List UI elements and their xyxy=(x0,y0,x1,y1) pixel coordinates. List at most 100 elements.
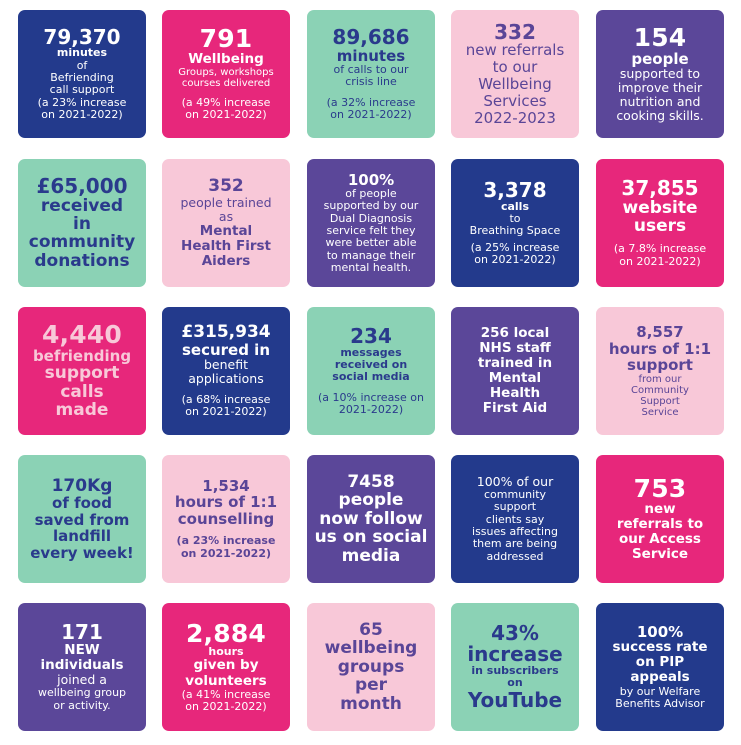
tile-text: given by xyxy=(193,657,259,674)
tile-text: addressed xyxy=(486,549,544,563)
stat-tile: £315,934 secured in benefit applications (a … xyxy=(162,307,290,435)
tile-text: on xyxy=(507,676,523,690)
tile-text: media xyxy=(341,545,401,566)
tile-text: call support xyxy=(49,83,115,97)
tile-headline: 7458 xyxy=(347,472,395,493)
tile-text: cooking skills. xyxy=(616,108,704,123)
tile-text: to xyxy=(509,211,521,225)
stat-tile: 79,370 minutes of Befriending call support (a… xyxy=(18,10,146,138)
tile-headline: 753 xyxy=(633,474,687,504)
tile-text: community xyxy=(483,488,547,502)
tile-headline: 89,686 xyxy=(332,24,410,49)
stat-tile: 170Kg of food saved from landfill every week… xyxy=(18,455,146,583)
tile-text: on 2021-2022) xyxy=(180,546,272,560)
stat-tile: 256 local NHS staff trained in Mental Health… xyxy=(451,307,579,435)
tile-text: clients say xyxy=(485,512,545,526)
stat-tile: 4,440 befriending support calls made xyxy=(18,307,146,435)
tile-text: every week! xyxy=(30,543,134,562)
stat-tile: 791 Wellbeing Groups, workshops courses del… xyxy=(162,10,290,138)
tile-text: minutes xyxy=(336,46,406,65)
tile-text: or activity. xyxy=(53,698,111,712)
tile-text: wellbeing xyxy=(324,638,418,659)
tile-text: them are being xyxy=(472,537,558,551)
tile-text: us on social xyxy=(314,527,428,548)
stat-tile: 1,534 hours of 1:1 counselling (a 23% incre… xyxy=(162,455,290,583)
tile-headline: 4,440 xyxy=(41,320,123,350)
tile-text: (a 68% increase xyxy=(181,393,271,407)
tile-text: were better able xyxy=(325,236,417,250)
tile-text: Community xyxy=(631,384,689,396)
tile-text: service felt they xyxy=(326,224,416,238)
stat-tile: 89,686 minutes of calls to our crisis line (… xyxy=(307,10,435,138)
tile-text: now follow xyxy=(319,508,423,529)
stat-tile: £65,000 received in community donations xyxy=(18,159,146,287)
tile-text: courses delivered xyxy=(181,77,271,89)
tile-headline: 171 xyxy=(61,620,103,645)
tile-text: First Aid xyxy=(482,400,548,417)
tile-headline: 3,378 xyxy=(483,177,547,202)
tile-text: to manage their xyxy=(326,248,416,262)
tile-text: on 2021-2022) xyxy=(185,700,267,714)
tile-text: crisis line xyxy=(345,75,397,89)
tile-text: support xyxy=(44,363,120,384)
stat-tile: 8,557 hours of 1:1 support from our Communit… xyxy=(596,307,724,435)
tile-text: saved from xyxy=(34,510,130,529)
tile-text: received xyxy=(40,195,124,216)
stat-tile: 7458 people now follow us on social media xyxy=(307,455,435,583)
tile-text: Health xyxy=(489,385,541,402)
tile-text: of calls to our xyxy=(333,63,409,77)
stat-tile: 100% of people supported by our Dual Diagno… xyxy=(307,159,435,287)
stat-tile: 2,884 hours given by volunteers (a 41% incre… xyxy=(162,603,290,731)
tile-text: Dual Diagnosis xyxy=(329,211,413,225)
stat-tile: 234 messages received on social media (a 10%… xyxy=(307,307,435,435)
tile-text: people xyxy=(338,490,404,511)
tile-text: increase xyxy=(467,642,563,667)
tile-text: to our xyxy=(492,58,538,77)
tile-text: per xyxy=(354,675,388,696)
tile-headline: 79,370 xyxy=(43,24,121,49)
tile-text: wellbeing group xyxy=(37,686,127,700)
tile-headline: 2,884 xyxy=(185,618,267,648)
tile-text: YouTube xyxy=(467,687,563,712)
tile-text: befriending xyxy=(32,346,132,365)
tile-text: support xyxy=(493,500,537,514)
stat-tile: 65 wellbeing groups per month xyxy=(307,603,435,731)
tile-text: Services xyxy=(483,91,547,110)
tile-text: hours xyxy=(208,645,244,659)
stat-tile: 100% of our community support clients say is… xyxy=(451,455,579,583)
tile-headline: £315,934 xyxy=(181,322,271,343)
tile-text: of food xyxy=(52,494,112,513)
tile-headline: 37,855 xyxy=(621,175,699,200)
tile-text: received on xyxy=(334,357,408,371)
tile-text: Breathing Space xyxy=(469,224,561,238)
tile-text: support xyxy=(627,356,693,375)
tile-text: as xyxy=(218,208,234,224)
tile-text: (a 10% increase on xyxy=(317,390,425,404)
tile-headline: 170Kg xyxy=(51,475,113,496)
tile-text: supported to xyxy=(619,66,701,81)
tile-text: (a 7.8% increase xyxy=(613,242,707,256)
tile-headline: 352 xyxy=(208,176,244,197)
tile-text: hours of 1:1 xyxy=(608,339,712,358)
tile-text: on 2021-2022) xyxy=(41,108,123,122)
tile-text: new referrals xyxy=(465,41,565,60)
tile-text: calls xyxy=(60,381,104,402)
tile-text: (a 49% increase xyxy=(181,95,271,109)
stat-tile: 43% increase in subscribers on YouTube xyxy=(451,603,579,731)
tile-headline: 8,557 xyxy=(636,323,684,342)
tile-text: applications xyxy=(188,371,264,387)
tile-headline: 234 xyxy=(350,323,392,348)
stat-tile: 171 NEW individuals joined a wellbeing group… xyxy=(18,603,146,731)
tile-text: NHS staff xyxy=(479,339,551,356)
tile-text: people xyxy=(631,49,689,68)
tile-text: mental health. xyxy=(330,261,412,275)
tile-headline: £65,000 xyxy=(36,173,128,198)
tile-text: community xyxy=(28,232,136,253)
tile-text: our Access xyxy=(619,530,701,547)
tile-text: new xyxy=(644,500,676,517)
tile-text: social media xyxy=(332,370,410,384)
tile-text: referrals to xyxy=(616,515,704,532)
stat-tile: 753 new referrals to our Access Service xyxy=(596,455,724,583)
tile-text: messages xyxy=(340,345,402,359)
